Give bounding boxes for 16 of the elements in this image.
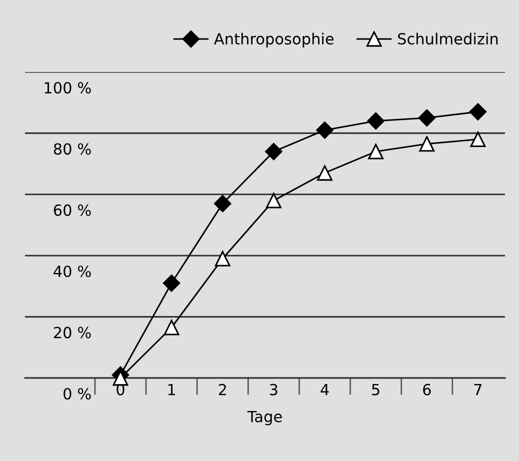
y-tick-label: 0 % — [64, 388, 91, 400]
x-axis-title: Tage — [247, 410, 282, 426]
y-tick-label: 80 % — [54, 143, 91, 155]
x-tick-label: 3 — [270, 384, 278, 396]
x-tick-label: 6 — [423, 384, 431, 396]
y-tick-label: 20 % — [54, 326, 91, 338]
x-tick-label: 5 — [372, 384, 380, 396]
x-tick-label: 4 — [320, 384, 329, 396]
legend-label: Anthroposophie — [214, 32, 334, 48]
y-tick-label: 60 % — [54, 204, 91, 216]
y-tick-label: 40 % — [54, 266, 91, 278]
x-tick-label: 2 — [218, 384, 226, 396]
x-tick-label: 7 — [474, 384, 482, 396]
y-tick-label: 100 % — [44, 82, 91, 94]
x-tick-label: 1 — [168, 384, 176, 396]
legend-label: Schulmedizin — [398, 32, 498, 45]
